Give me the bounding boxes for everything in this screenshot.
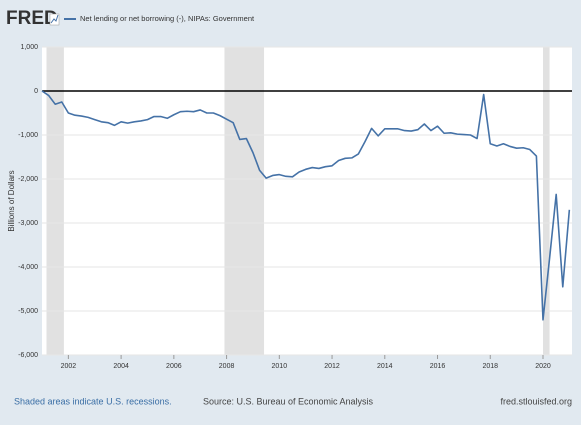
recession-band [46,47,64,355]
logo-icon [49,13,60,26]
y-tick-label: -4,000 [18,264,38,271]
x-tick-label: 2004 [113,363,129,370]
y-tick-label: -6,000 [18,352,38,359]
x-tick-label: 2016 [430,363,446,370]
recession-band [542,47,550,355]
y-tick-label: -3,000 [18,220,38,227]
data-line [41,90,571,321]
x-tick-label: 2010 [272,363,288,370]
legend-label: Net lending or net borrowing (-), NIPAs:… [80,14,255,23]
logo: FRED [6,8,58,29]
x-tick-label: 2002 [61,363,77,370]
y-tick-label: 0 [34,88,38,95]
x-tick-label: 2012 [324,363,340,370]
x-tick-label: 2020 [535,363,551,370]
site-url[interactable]: fred.stlouisfed.org [500,396,572,406]
x-tick-label: 2014 [377,363,393,370]
plot-area [42,47,572,355]
x-tick-label: 2006 [166,363,182,370]
x-tick-label: 2008 [219,363,235,370]
x-tick-label: 2018 [482,363,498,370]
y-tick-label: -5,000 [18,308,38,315]
y-axis-label: Billions of Dollars [7,170,16,231]
y-tick-label: -2,000 [18,176,38,183]
source: Source: U.S. Bureau of Economic Analysis [203,396,374,406]
y-tick-label: -1,000 [18,132,38,139]
footer-note[interactable]: Shaded areas indicate U.S. recessions. [14,396,172,406]
y-tick-label: 1,000 [20,44,38,51]
recession-band [224,47,265,355]
